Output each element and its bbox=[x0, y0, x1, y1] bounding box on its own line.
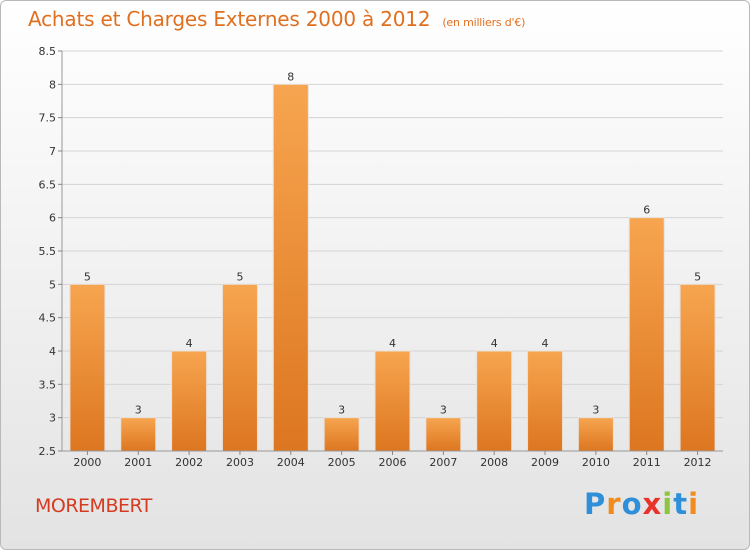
logo-letter: o bbox=[621, 487, 643, 521]
bar bbox=[69, 283, 106, 452]
location-name: MOREMBERT bbox=[35, 495, 152, 517]
y-tick-label: 4 bbox=[49, 345, 56, 358]
x-tick-label: 2009 bbox=[531, 456, 559, 469]
x-tick-label: 2000 bbox=[73, 456, 101, 469]
x-tick-label: 2003 bbox=[226, 456, 254, 469]
data-label: 5 bbox=[236, 270, 243, 283]
y-tick-label: 5 bbox=[49, 278, 56, 291]
y-tick-label: 3 bbox=[49, 412, 56, 425]
x-tick-label: 2006 bbox=[379, 456, 407, 469]
x-tick-label: 2010 bbox=[582, 456, 610, 469]
chart-title: Achats et Charges Externes 2000 à 2012 (e… bbox=[28, 7, 525, 31]
x-tick-label: 2011 bbox=[633, 456, 661, 469]
data-label: 5 bbox=[84, 270, 91, 283]
data-label: 8 bbox=[287, 70, 294, 83]
y-axis-ticks: 2.5 3 3.5 4 4.5 5 5.5 6 6.5 7 7.5 8 8.5 bbox=[39, 45, 62, 458]
y-tick-label: 8.5 bbox=[39, 45, 57, 58]
data-label: 3 bbox=[338, 404, 345, 417]
data-labels: 5 3 4 5 8 3 4 3 4 4 3 6 5 bbox=[84, 70, 701, 416]
logo-letter: r bbox=[606, 487, 622, 521]
y-tick-label: 7.5 bbox=[39, 112, 57, 125]
x-tick-label: 2004 bbox=[277, 456, 305, 469]
title-text: Achats et Charges Externes 2000 à 2012 bbox=[28, 7, 431, 31]
data-label: 4 bbox=[186, 337, 193, 350]
bars bbox=[69, 83, 716, 452]
bar bbox=[527, 350, 564, 452]
data-label: 4 bbox=[491, 337, 498, 350]
chart-subtitle: (en milliers d'€) bbox=[442, 16, 526, 29]
data-label: 4 bbox=[389, 337, 396, 350]
bar bbox=[323, 417, 360, 452]
x-tick-label: 2001 bbox=[124, 456, 152, 469]
logo-letter: i bbox=[688, 487, 700, 521]
data-label: 3 bbox=[135, 404, 142, 417]
bar bbox=[374, 350, 411, 452]
bar bbox=[171, 350, 208, 452]
data-label: 3 bbox=[592, 404, 599, 417]
logo-letter: x bbox=[642, 487, 663, 521]
y-tick-label: 7 bbox=[49, 145, 56, 158]
logo-letter: i bbox=[662, 487, 674, 521]
data-label: 6 bbox=[643, 204, 650, 217]
x-tick-label: 2012 bbox=[684, 456, 712, 469]
logo-letter: t bbox=[673, 487, 689, 521]
data-label: 3 bbox=[440, 404, 447, 417]
x-tick-label: 2002 bbox=[175, 456, 203, 469]
x-tick-label: 2007 bbox=[429, 456, 457, 469]
x-tick-label: 2005 bbox=[328, 456, 356, 469]
proxiti-logo: Proxiti bbox=[584, 487, 699, 521]
bar bbox=[577, 417, 614, 452]
data-label: 4 bbox=[542, 337, 549, 350]
data-label: 5 bbox=[694, 270, 701, 283]
bar bbox=[272, 83, 309, 452]
y-tick-label: 5.5 bbox=[39, 245, 57, 258]
x-tick-label: 2008 bbox=[480, 456, 508, 469]
y-tick-label: 8 bbox=[49, 78, 56, 91]
bar bbox=[120, 417, 157, 452]
y-tick-label: 4.5 bbox=[39, 312, 57, 325]
y-tick-label: 3.5 bbox=[39, 378, 57, 391]
bar bbox=[221, 283, 258, 452]
bar bbox=[425, 417, 462, 452]
y-tick-label: 6.5 bbox=[39, 178, 57, 191]
bar bbox=[628, 217, 665, 452]
y-tick-label: 2.5 bbox=[39, 445, 57, 458]
bar bbox=[476, 350, 513, 452]
bar bbox=[679, 283, 716, 452]
logo-letter: P bbox=[584, 487, 607, 521]
x-axis-ticks: 2000 2001 2002 2003 2004 2005 2006 2007 2008 2009… bbox=[73, 451, 712, 469]
y-tick-label: 6 bbox=[49, 212, 56, 225]
